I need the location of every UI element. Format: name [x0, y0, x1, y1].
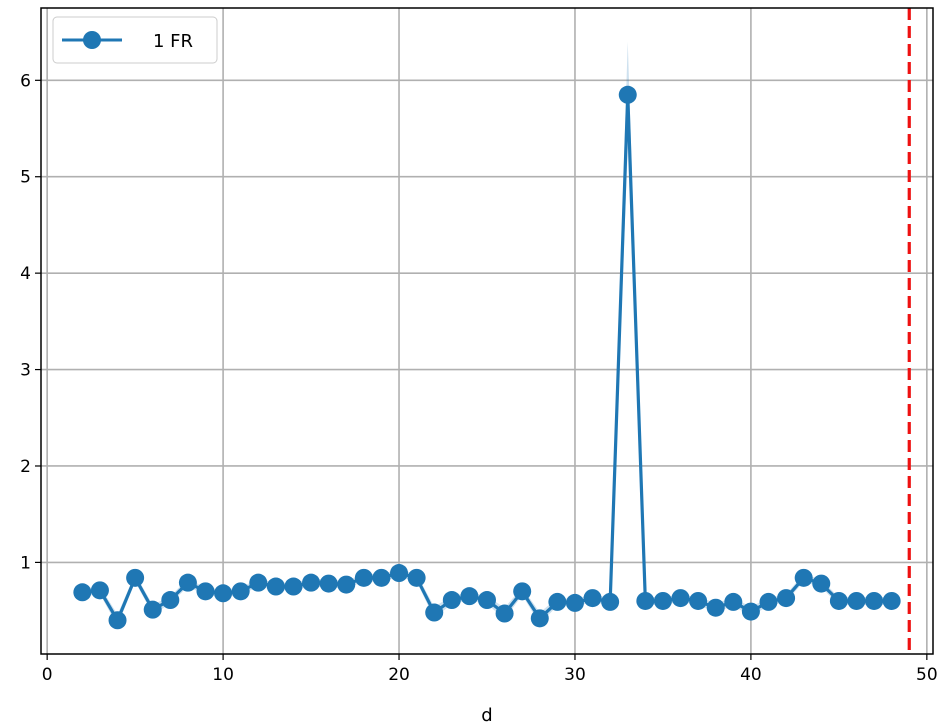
data-point — [126, 568, 145, 587]
data-point — [302, 573, 321, 592]
legend-label: 1 FR — [153, 31, 193, 52]
data-point — [90, 581, 109, 600]
data-point — [741, 602, 760, 621]
y-axis-ticks: 1 2 3 4 5 6 — [20, 71, 41, 573]
legend: 1 FR — [52, 16, 218, 64]
data-point — [196, 582, 215, 601]
data-point — [724, 592, 743, 611]
grid-lines — [41, 8, 933, 654]
plot-frame — [40, 7, 934, 655]
x-axis-label: d — [481, 705, 492, 726]
y-tick-label: 4 — [20, 264, 31, 284]
y-tick-label: 6 — [20, 71, 31, 91]
data-point — [583, 589, 602, 608]
data-point — [354, 568, 373, 587]
data-point — [143, 600, 162, 619]
data-point — [266, 577, 285, 596]
data-point — [777, 589, 796, 608]
x-tick-label: 10 — [212, 665, 234, 685]
data-point — [319, 574, 338, 593]
x-tick-label: 30 — [564, 665, 586, 685]
data-point — [337, 575, 356, 594]
data-point — [495, 604, 514, 623]
x-tick-label: 50 — [916, 665, 938, 685]
data-point — [618, 85, 637, 104]
x-tick-label: 20 — [388, 665, 410, 685]
data-point — [653, 591, 672, 610]
data-point — [231, 582, 250, 601]
legend-marker — [83, 31, 101, 49]
data-point — [73, 583, 92, 602]
data-point — [706, 598, 725, 617]
data-point — [794, 568, 813, 587]
data-point — [460, 587, 479, 606]
data-point — [865, 591, 884, 610]
y-tick-label: 3 — [20, 361, 31, 381]
y-tick-label: 1 — [20, 553, 31, 573]
data-point — [478, 591, 496, 610]
data-point — [548, 592, 567, 611]
confidence-band — [82, 41, 892, 627]
data-point — [425, 603, 444, 622]
data-point — [214, 584, 233, 603]
data-point — [372, 568, 391, 587]
data-point — [108, 611, 127, 630]
legend-box — [52, 16, 218, 64]
x-tick-label: 40 — [740, 665, 762, 685]
data-point — [847, 591, 866, 610]
data-point — [249, 573, 268, 592]
y-tick-label: 5 — [20, 168, 31, 188]
x-tick-label: 0 — [42, 665, 53, 685]
series-line — [82, 93, 892, 622]
data-point — [390, 564, 409, 583]
data-point — [812, 574, 831, 593]
data-point — [882, 591, 901, 610]
data-point — [671, 589, 690, 608]
data-point — [161, 591, 180, 610]
confidence-band-area — [82, 41, 892, 627]
data-point — [636, 591, 655, 610]
data-point — [513, 582, 532, 601]
data-point — [759, 592, 778, 611]
data-point — [565, 593, 584, 612]
series-1fr — [73, 85, 901, 630]
data-point — [601, 592, 620, 611]
data-point — [178, 573, 197, 592]
data-point — [829, 591, 848, 610]
data-point — [689, 591, 708, 610]
y-tick-label: 2 — [20, 457, 31, 477]
data-point — [407, 568, 426, 587]
data-point — [284, 577, 303, 596]
x-axis-ticks: 0 10 20 30 40 50 — [42, 654, 938, 685]
data-point — [530, 609, 549, 628]
data-point — [442, 591, 461, 610]
